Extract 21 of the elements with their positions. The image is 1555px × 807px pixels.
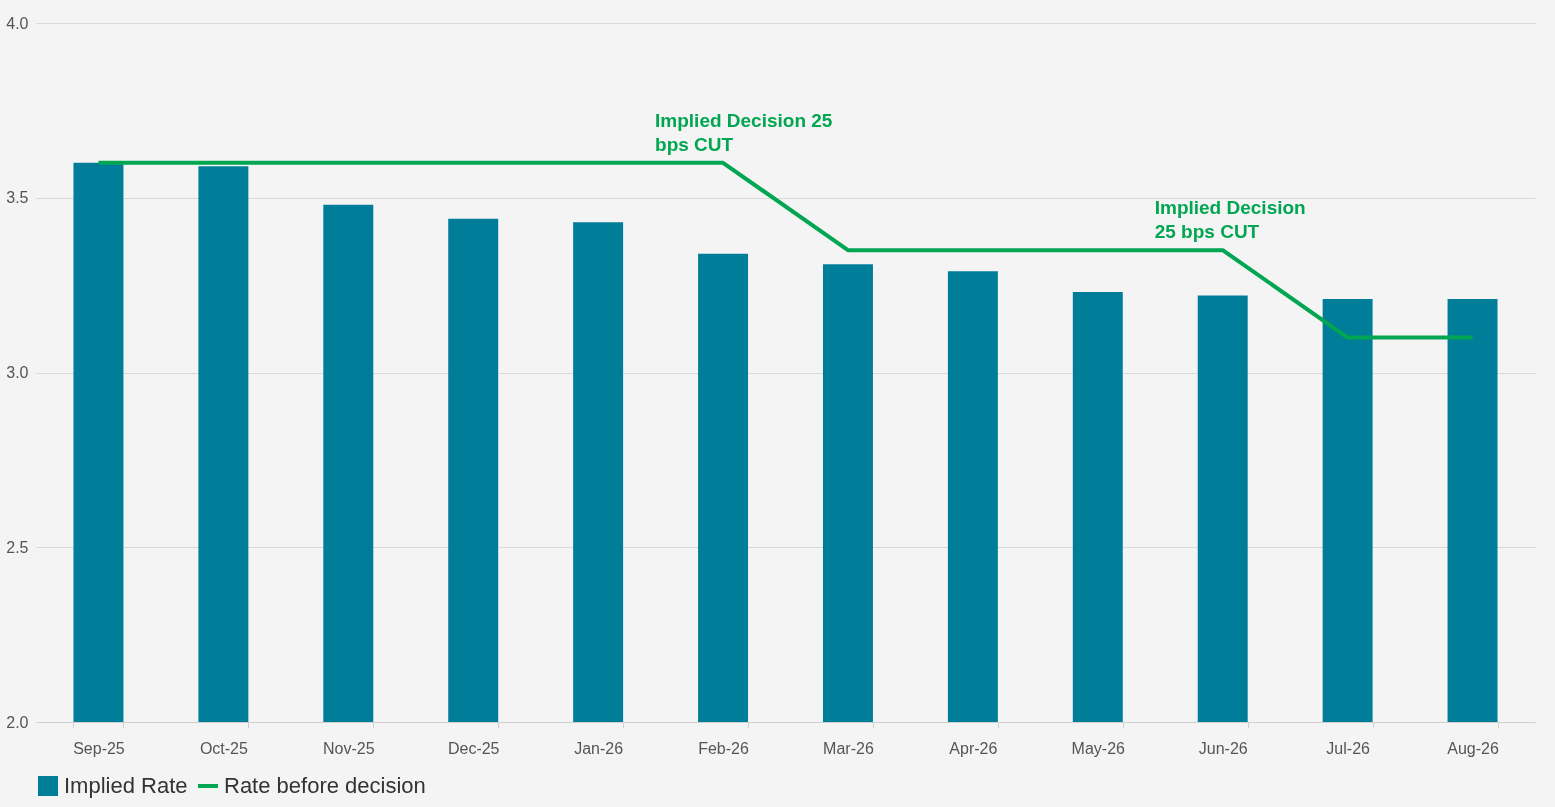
x-tick-label: Apr-26 [949, 739, 998, 757]
y-tick-label: 3.5 [6, 189, 29, 207]
x-tick-label: Sep-25 [73, 739, 125, 757]
x-tick-label: May-26 [1071, 739, 1126, 757]
x-tick-label: Nov-25 [323, 739, 375, 757]
x-tick-label: Mar-26 [823, 739, 874, 757]
y-tick-label: 2.0 [6, 713, 29, 731]
legend-label: Rate before decision [224, 773, 426, 798]
x-tick-label: Dec-25 [447, 739, 500, 757]
y-tick-label: 2.5 [6, 538, 29, 556]
legend-label: Implied Rate [64, 773, 188, 798]
annotation: Implied Decision 25 bps CUT [655, 109, 833, 155]
x-tick-label: Jan-26 [574, 739, 624, 757]
x-tick-label: Feb-26 [698, 739, 749, 757]
annotation: Implied Decision 25 bps CUT [1154, 197, 1306, 243]
x-tick-label: Aug-26 [1447, 739, 1499, 757]
x-tick-label: Jul-26 [1326, 739, 1371, 757]
x-tick-label: Oct-25 [199, 739, 248, 757]
x-tick-label: Jun-26 [1198, 739, 1248, 757]
y-tick-label: 3.0 [6, 364, 29, 381]
y-tick-label: 4.0 [6, 14, 29, 32]
